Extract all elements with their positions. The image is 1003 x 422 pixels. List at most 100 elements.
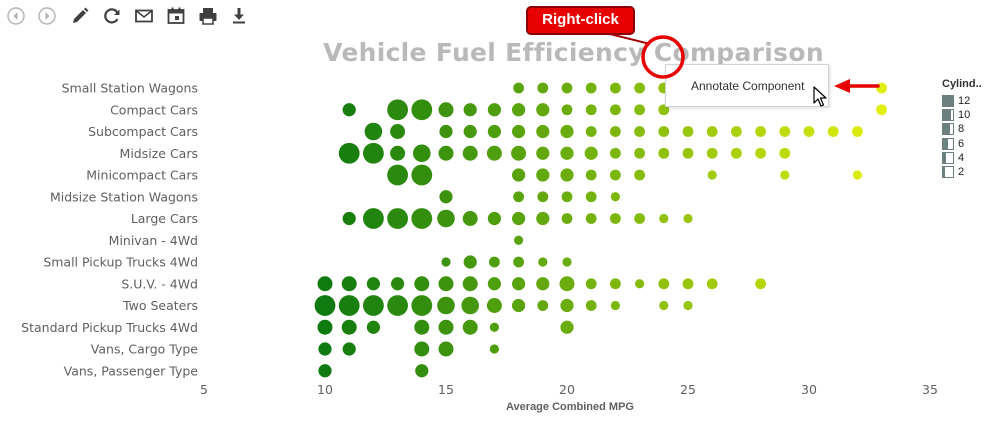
data-bubble[interactable] [486,298,502,313]
data-bubble[interactable] [411,164,433,186]
menu-item-annotate-component[interactable]: Annotate Component [691,79,805,93]
data-bubble[interactable] [779,126,791,137]
data-bubble[interactable] [462,276,478,292]
data-bubble[interactable] [438,341,454,357]
data-bubble[interactable] [682,126,694,137]
data-bubble[interactable] [659,300,669,311]
data-bubble[interactable] [338,142,360,164]
data-bubble[interactable] [634,169,645,181]
data-bubble[interactable] [731,147,742,159]
data-bubble[interactable] [342,342,356,356]
data-bubble[interactable] [634,104,645,116]
data-bubble[interactable] [707,170,717,180]
data-bubble[interactable] [513,82,524,94]
data-bubble[interactable] [413,144,431,163]
email-button[interactable] [133,5,155,27]
data-bubble[interactable] [561,213,573,224]
data-bubble[interactable] [513,256,524,268]
data-bubble[interactable] [610,192,621,202]
data-bubble[interactable] [489,322,499,332]
data-bubble[interactable] [342,103,356,117]
data-bubble[interactable] [511,211,526,226]
data-bubble[interactable] [560,298,574,313]
data-bubble[interactable] [585,191,597,203]
legend-item[interactable]: 8 [942,122,1002,136]
data-bubble[interactable] [463,255,477,269]
data-bubble[interactable] [536,277,550,291]
data-bubble[interactable] [827,126,839,137]
data-bubble[interactable] [514,235,524,245]
data-bubble[interactable] [683,213,693,224]
data-bubble[interactable] [682,278,694,290]
data-bubble[interactable] [390,124,406,139]
print-button[interactable] [197,5,219,27]
data-bubble[interactable] [683,300,693,311]
data-bubble[interactable] [511,145,527,161]
data-bubble[interactable] [852,126,863,137]
data-bubble[interactable] [852,170,863,180]
data-bubble[interactable] [585,278,597,290]
data-bubble[interactable] [511,168,526,182]
data-bubble[interactable] [387,99,408,121]
data-bubble[interactable] [342,211,356,226]
data-bubble[interactable] [317,276,333,292]
data-bubble[interactable] [364,122,383,141]
data-bubble[interactable] [438,145,454,161]
data-bubble[interactable] [366,277,380,291]
legend-item[interactable]: 2 [942,165,1002,179]
data-bubble[interactable] [585,213,597,224]
export-button[interactable] [228,5,250,27]
data-bubble[interactable] [462,319,478,335]
data-bubble[interactable] [513,191,524,203]
data-bubble[interactable] [487,124,501,139]
data-bubble[interactable] [462,211,478,226]
data-bubble[interactable] [876,82,887,94]
data-bubble[interactable] [610,169,621,181]
data-bubble[interactable] [561,104,573,116]
data-bubble[interactable] [755,278,766,290]
data-bubble[interactable] [437,209,455,228]
data-bubble[interactable] [317,319,333,335]
data-bubble[interactable] [441,257,451,267]
data-bubble[interactable] [658,104,670,116]
data-bubble[interactable] [537,191,549,203]
data-bubble[interactable] [706,278,718,290]
data-bubble[interactable] [610,300,621,311]
data-bubble[interactable] [538,257,548,267]
data-bubble[interactable] [585,126,597,137]
legend-item[interactable]: 4 [942,151,1002,165]
data-bubble[interactable] [318,342,332,356]
data-bubble[interactable] [682,147,694,159]
data-bubble[interactable] [536,146,550,160]
data-bubble[interactable] [585,104,597,116]
data-bubble[interactable] [390,145,406,161]
data-bubble[interactable] [536,211,550,226]
data-bubble[interactable] [659,213,669,224]
data-bubble[interactable] [536,124,550,139]
data-bubble[interactable] [537,82,549,94]
refresh-button[interactable] [101,5,123,27]
data-bubble[interactable] [537,300,549,311]
data-bubble[interactable] [585,82,597,94]
data-bubble[interactable] [366,320,380,334]
data-bubble[interactable] [461,296,480,315]
data-bubble[interactable] [486,145,502,161]
data-bubble[interactable] [706,126,718,137]
data-bubble[interactable] [341,276,357,292]
data-bubble[interactable] [414,319,430,335]
data-bubble[interactable] [610,82,621,94]
data-bubble[interactable] [658,278,670,290]
data-bubble[interactable] [536,103,550,117]
data-bubble[interactable] [560,168,574,182]
legend-item[interactable]: 6 [942,137,1002,151]
data-bubble[interactable] [634,147,645,159]
data-bubble[interactable] [511,277,526,291]
data-bubble[interactable] [318,364,332,378]
data-bubble[interactable] [610,126,621,137]
data-bubble[interactable] [438,319,454,335]
data-bubble[interactable] [414,341,430,357]
data-bubble[interactable] [635,279,645,289]
edit-button[interactable] [69,5,91,27]
data-bubble[interactable] [560,146,574,160]
